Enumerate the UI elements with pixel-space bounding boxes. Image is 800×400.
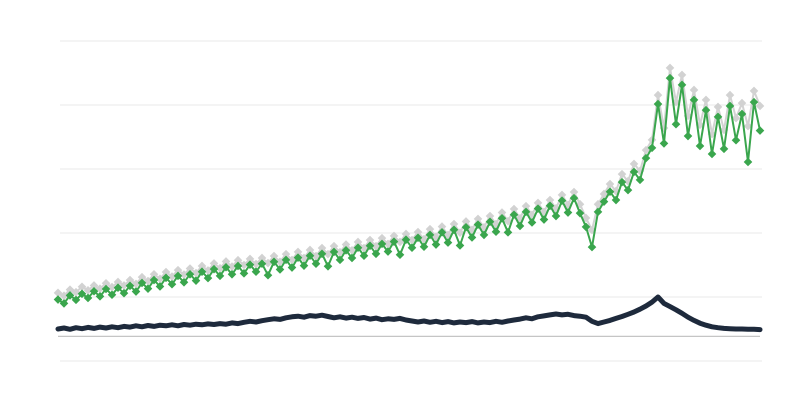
series-green-diamond-series bbox=[53, 73, 765, 308]
green-diamond-series-line bbox=[57, 77, 761, 305]
gray-diamond-series-markers bbox=[53, 63, 765, 301]
navy-thick-series-line bbox=[55, 294, 763, 333]
gray-diamond-series-line bbox=[57, 66, 761, 297]
gridlines bbox=[60, 40, 762, 362]
green-diamond-series-markers bbox=[53, 73, 765, 308]
series-navy-thick-series bbox=[55, 294, 763, 333]
series-gray-diamond-series bbox=[53, 63, 765, 301]
